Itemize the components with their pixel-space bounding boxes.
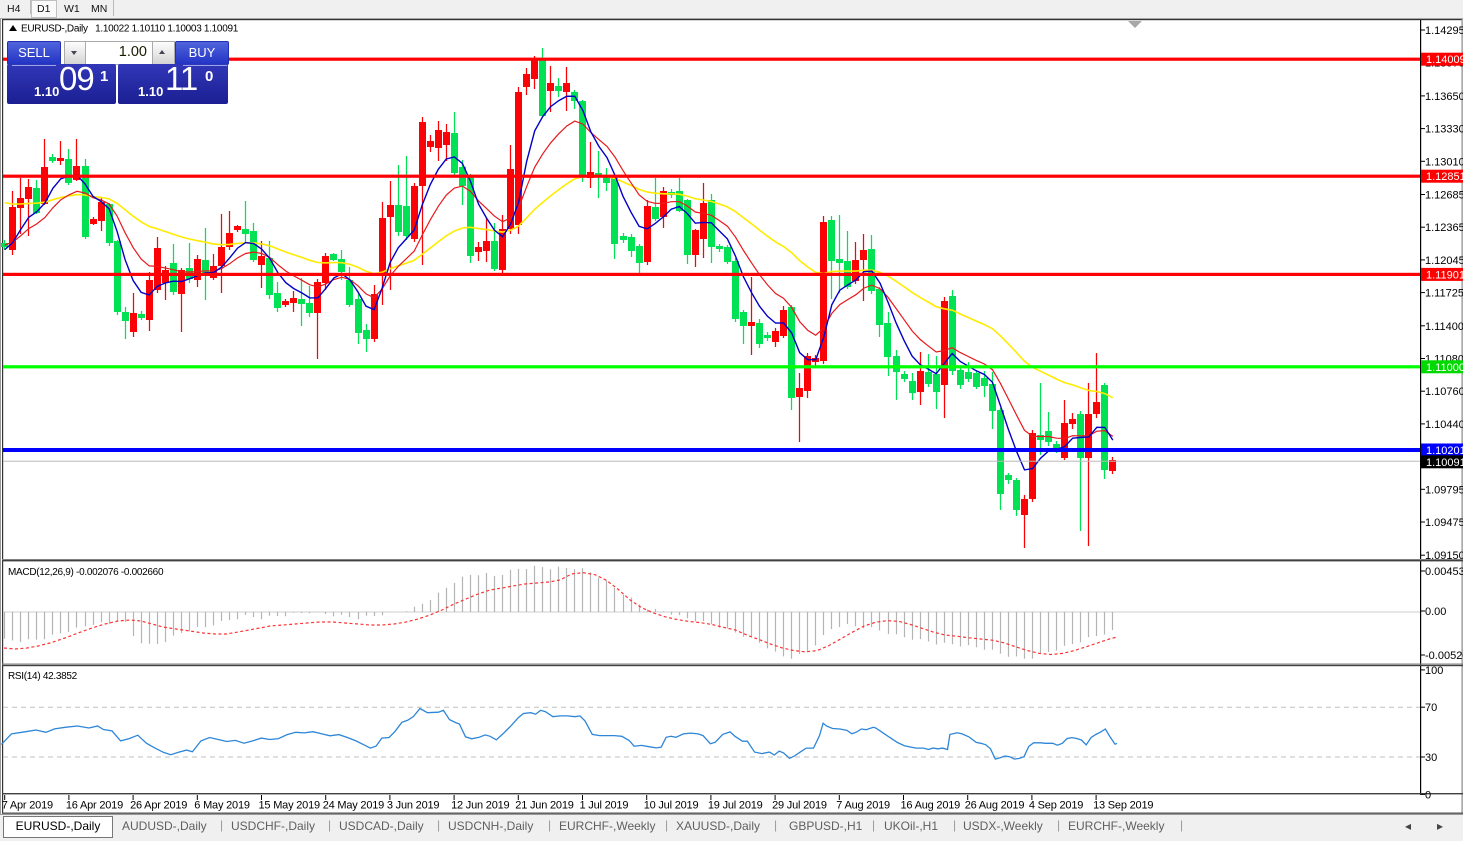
- svg-text:1.09795: 1.09795: [1425, 484, 1463, 496]
- svg-text:1.10440: 1.10440: [1425, 419, 1463, 431]
- svg-text:29 Jul 2019: 29 Jul 2019: [772, 800, 827, 812]
- svg-text:7 Aug 2019: 7 Aug 2019: [836, 800, 890, 812]
- svg-text:1.10760: 1.10760: [1425, 386, 1463, 398]
- svg-text:26 Apr 2019: 26 Apr 2019: [130, 800, 187, 812]
- svg-text:6 May 2019: 6 May 2019: [194, 800, 250, 812]
- svg-text:-0.005205: -0.005205: [1425, 650, 1463, 662]
- svg-text:16 Aug 2019: 16 Aug 2019: [901, 800, 961, 812]
- svg-text:1 Jul 2019: 1 Jul 2019: [580, 800, 629, 812]
- svg-text:1.11725: 1.11725: [1425, 288, 1463, 300]
- svg-text:1.13010: 1.13010: [1425, 156, 1463, 168]
- svg-text:12 Jun 2019: 12 Jun 2019: [451, 800, 509, 812]
- svg-text:10 Jul 2019: 10 Jul 2019: [644, 800, 699, 812]
- svg-text:1.12851: 1.12851: [1426, 171, 1463, 183]
- svg-text:0.00: 0.00: [1425, 606, 1446, 618]
- svg-text:1.09150: 1.09150: [1425, 550, 1463, 562]
- svg-text:1.14295: 1.14295: [1425, 25, 1463, 37]
- svg-text:1.12045: 1.12045: [1425, 255, 1463, 267]
- svg-text:RSI(14) 42.3852: RSI(14) 42.3852: [8, 671, 78, 682]
- svg-text:19 Jul 2019: 19 Jul 2019: [708, 800, 763, 812]
- svg-text:7 Apr 2019: 7 Apr 2019: [2, 800, 53, 812]
- svg-text:1.11400: 1.11400: [1425, 321, 1463, 333]
- svg-text:1.10201: 1.10201: [1426, 445, 1463, 457]
- svg-text:1.13330: 1.13330: [1425, 124, 1463, 136]
- svg-text:MACD(12,26,9) -0.002076 -0.002: MACD(12,26,9) -0.002076 -0.002660: [8, 567, 164, 578]
- svg-text:24 May 2019: 24 May 2019: [323, 800, 384, 812]
- svg-text:1.09475: 1.09475: [1425, 517, 1463, 529]
- svg-text:16 Apr 2019: 16 Apr 2019: [66, 800, 123, 812]
- svg-text:100: 100: [1425, 665, 1443, 677]
- svg-text:30: 30: [1425, 752, 1437, 764]
- svg-text:1.12365: 1.12365: [1425, 222, 1463, 234]
- svg-text:26 Aug 2019: 26 Aug 2019: [965, 800, 1025, 812]
- svg-text:0: 0: [1425, 789, 1431, 801]
- svg-text:1.11901: 1.11901: [1426, 269, 1463, 281]
- svg-text:70: 70: [1425, 702, 1437, 714]
- svg-text:1.13650: 1.13650: [1425, 91, 1463, 103]
- svg-text:1.10091: 1.10091: [1426, 457, 1463, 469]
- svg-text:1.14009: 1.14009: [1426, 54, 1463, 66]
- svg-text:21 Jun 2019: 21 Jun 2019: [515, 800, 573, 812]
- svg-text:1.11000: 1.11000: [1426, 362, 1463, 374]
- svg-text:3 Jun 2019: 3 Jun 2019: [387, 800, 440, 812]
- svg-text:0.004536: 0.004536: [1425, 566, 1463, 578]
- svg-text:EURUSD-,Daily 1.10022 1.1011: EURUSD-,Daily 1.10022 1.10110 1.10003 1.…: [21, 24, 239, 35]
- svg-text:15 May 2019: 15 May 2019: [259, 800, 320, 812]
- svg-text:4 Sep 2019: 4 Sep 2019: [1029, 800, 1083, 812]
- svg-text:13 Sep 2019: 13 Sep 2019: [1093, 800, 1153, 812]
- svg-text:1.12685: 1.12685: [1425, 190, 1463, 202]
